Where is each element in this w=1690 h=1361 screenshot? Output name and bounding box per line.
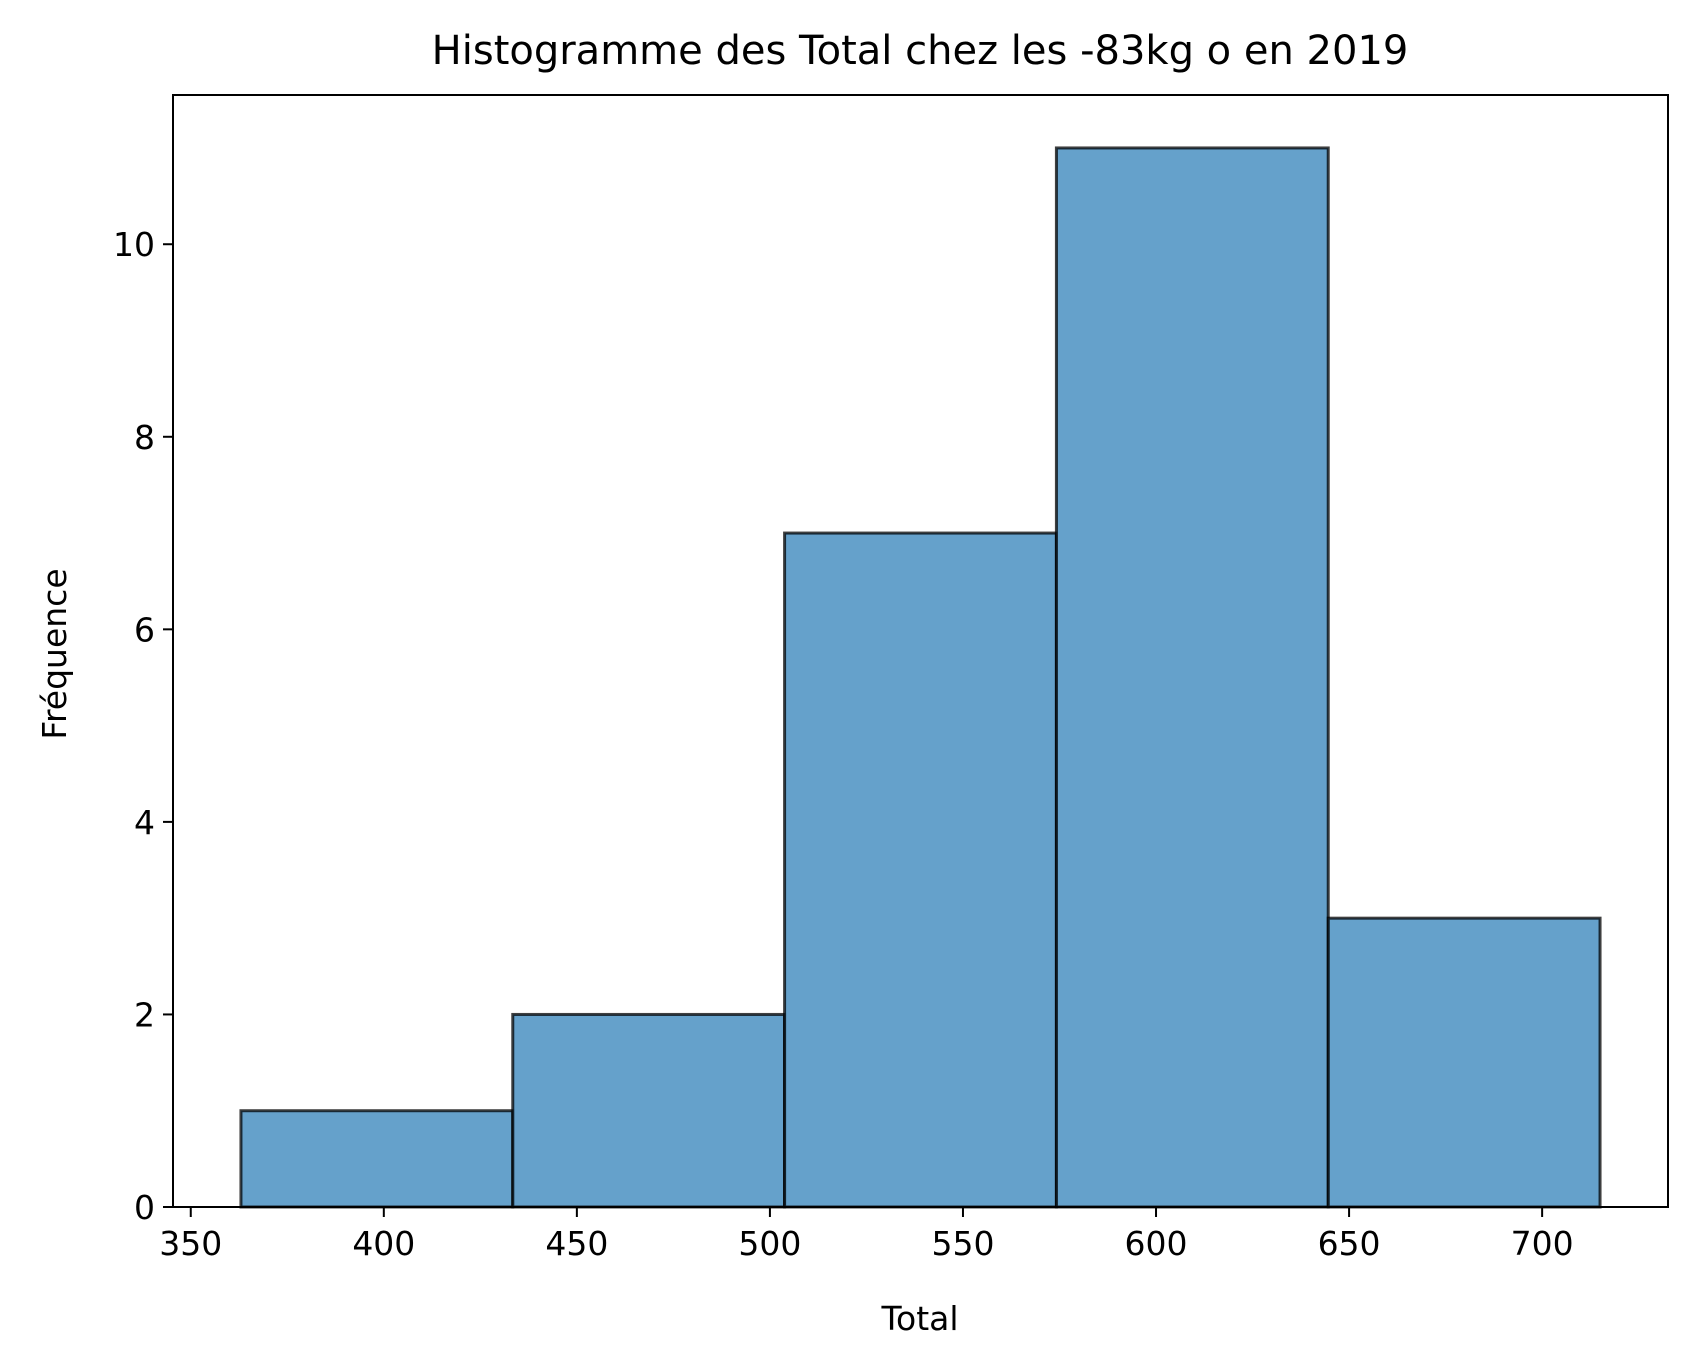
- x-tick-label: 500: [738, 1224, 801, 1263]
- y-tick-label: 10: [113, 225, 155, 264]
- chart-title: Histogramme des Total chez les -83kg o e…: [432, 28, 1409, 74]
- y-tick-label: 2: [134, 995, 155, 1034]
- y-axis-ticks: 0 2 4 6 8 10: [113, 225, 173, 1227]
- histogram-bar-4: [1054, 146, 1330, 1209]
- x-axis-label: Total: [880, 1299, 958, 1338]
- histogram-bar-1: [239, 1109, 515, 1209]
- x-tick-label: 700: [1511, 1224, 1574, 1263]
- plot-frame: [172, 94, 1669, 1208]
- x-tick-label: 650: [1318, 1224, 1381, 1263]
- x-tick-label: 450: [545, 1224, 608, 1263]
- y-tick-label: 0: [134, 1188, 155, 1227]
- histogram-bar-5: [1326, 916, 1602, 1209]
- histogram-bar-2: [511, 1012, 787, 1209]
- histogram-bar-3: [783, 531, 1058, 1209]
- x-tick-label: 400: [352, 1224, 415, 1263]
- x-axis-ticks: 350 400 450 500 550 600 650 700: [159, 1207, 1574, 1263]
- x-tick-label: 550: [931, 1224, 994, 1263]
- y-tick-label: 6: [134, 610, 155, 649]
- x-tick-label: 600: [1125, 1224, 1188, 1263]
- bars-group: [239, 146, 1602, 1209]
- y-tick-label: 4: [134, 803, 155, 842]
- y-axis-label: Fréquence: [35, 568, 74, 739]
- y-tick-label: 8: [134, 418, 155, 457]
- x-tick-label: 350: [159, 1224, 222, 1263]
